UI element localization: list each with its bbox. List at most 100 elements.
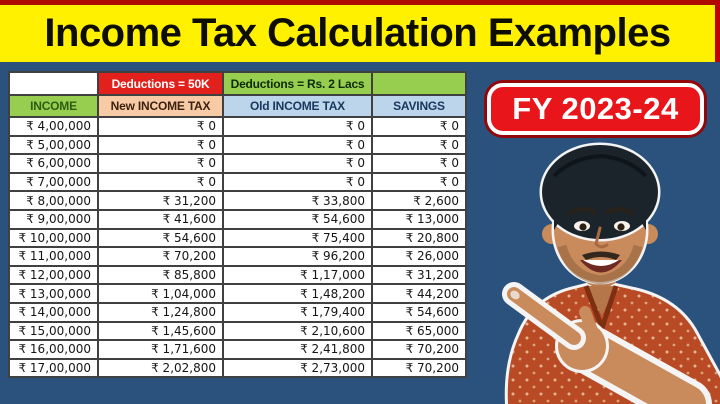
new-tax-cell: ₹ 54,600 <box>97 227 224 249</box>
old-tax-cell: ₹ 2,73,000 <box>222 357 373 379</box>
new-tax-cell: ₹ 0 <box>97 134 224 156</box>
income-cell: ₹ 4,00,000 <box>8 116 99 137</box>
savings-cell: ₹ 31,200 <box>371 264 467 286</box>
hair-texture <box>552 153 648 178</box>
fy-badge-label: FY 2023-24 <box>512 91 679 126</box>
savings-cell: ₹ 70,200 <box>371 357 467 379</box>
savings-cell: ₹ 26,000 <box>371 246 467 267</box>
old-tax-cell: ₹ 75,400 <box>222 227 373 249</box>
table-row: ₹ 4,00,000 ₹ 0 ₹ 0 ₹ 0 <box>8 116 467 137</box>
teeth <box>583 260 619 266</box>
eyebrow-right <box>605 206 635 216</box>
title-banner: Income Tax Calculation Examples <box>0 0 720 62</box>
income-cell: ₹ 12,00,000 <box>8 264 99 286</box>
old-tax-column-header: Old INCOME TAX <box>222 94 373 118</box>
new-tax-cell: ₹ 0 <box>97 153 224 174</box>
new-tax-cell: ₹ 0 <box>97 116 224 137</box>
income-cell: ₹ 17,00,000 <box>8 357 99 379</box>
savings-cell: ₹ 2,600 <box>371 190 467 211</box>
tax-table: Deductions = 50K Deductions = Rs. 2 Lacs… <box>8 71 467 379</box>
new-tax-cell: ₹ 85,800 <box>97 264 224 286</box>
pupil-left <box>579 223 587 231</box>
income-cell: ₹ 5,00,000 <box>8 134 99 156</box>
eyebrow-left <box>567 206 597 216</box>
new-tax-cell: ₹ 41,600 <box>97 208 224 230</box>
table-row: ₹ 7,00,000 ₹ 0 ₹ 0 ₹ 0 <box>8 171 467 193</box>
new-tax-cell: ₹ 1,04,000 <box>97 283 224 304</box>
fingernail <box>510 290 520 300</box>
savings-cell: ₹ 0 <box>371 134 467 156</box>
old-tax-cell: ₹ 1,17,000 <box>222 264 373 286</box>
income-cell: ₹ 10,00,000 <box>8 227 99 249</box>
income-cell: ₹ 11,00,000 <box>8 246 99 267</box>
income-cell: ₹ 8,00,000 <box>8 190 99 211</box>
table-row: ₹ 5,00,000 ₹ 0 ₹ 0 ₹ 0 <box>8 134 467 156</box>
savings-cell: ₹ 20,800 <box>371 227 467 249</box>
savings-cell: ₹ 65,000 <box>371 320 467 342</box>
table-row: ₹ 12,00,000 ₹ 85,800 ₹ 1,17,000 ₹ 31,200 <box>8 264 467 286</box>
old-tax-cell: ₹ 1,79,400 <box>222 301 373 323</box>
table-row: ₹ 15,00,000 ₹ 1,45,600 ₹ 2,10,600 ₹ 65,000 <box>8 320 467 342</box>
new-tax-cell: ₹ 0 <box>97 171 224 193</box>
collar-left <box>583 285 605 329</box>
new-tax-cell: ₹ 2,02,800 <box>97 357 224 379</box>
old-tax-cell: ₹ 2,41,800 <box>222 339 373 360</box>
old-tax-cell: ₹ 33,800 <box>222 190 373 211</box>
old-tax-cell: ₹ 0 <box>222 134 373 156</box>
savings-cell: ₹ 0 <box>371 153 467 174</box>
blank-header-cell <box>8 71 99 96</box>
savings-cell: ₹ 54,600 <box>371 301 467 323</box>
income-cell: ₹ 9,00,000 <box>8 208 99 230</box>
new-tax-cell: ₹ 70,200 <box>97 246 224 267</box>
chest <box>586 286 616 316</box>
old-tax-cell: ₹ 0 <box>222 171 373 193</box>
table-row: ₹ 13,00,000 ₹ 1,04,000 ₹ 1,48,200 ₹ 44,200 <box>8 283 467 304</box>
hair <box>539 142 661 242</box>
income-column-header: INCOME <box>8 94 99 118</box>
table-row: ₹ 10,00,000 ₹ 54,600 ₹ 75,400 ₹ 20,800 <box>8 227 467 249</box>
new-regime-deduction-header: Deductions = 50K <box>97 71 224 96</box>
income-cell: ₹ 16,00,000 <box>8 339 99 360</box>
old-tax-cell: ₹ 1,48,200 <box>222 283 373 304</box>
collar-right <box>599 285 619 329</box>
table-row: ₹ 16,00,000 ₹ 1,71,600 ₹ 2,41,800 ₹ 70,200 <box>8 339 467 360</box>
savings-cell: ₹ 44,200 <box>371 283 467 304</box>
savings-cell: ₹ 13,000 <box>371 208 467 230</box>
new-tax-cell: ₹ 1,71,600 <box>97 339 224 360</box>
income-cell: ₹ 14,00,000 <box>8 301 99 323</box>
beard-shadow <box>557 244 643 285</box>
new-tax-cell: ₹ 1,45,600 <box>97 320 224 342</box>
table-row: ₹ 11,00,000 ₹ 70,200 ₹ 96,200 ₹ 26,000 <box>8 246 467 267</box>
mustache <box>582 251 620 260</box>
old-tax-cell: ₹ 2,10,600 <box>222 320 373 342</box>
income-cell: ₹ 7,00,000 <box>8 171 99 193</box>
income-cell: ₹ 13,00,000 <box>8 283 99 304</box>
table-row: ₹ 8,00,000 ₹ 31,200 ₹ 33,800 ₹ 2,600 <box>8 190 467 211</box>
new-tax-cell: ₹ 1,24,800 <box>97 301 224 323</box>
table-row: ₹ 6,00,000 ₹ 0 ₹ 0 ₹ 0 <box>8 153 467 174</box>
hairline <box>554 194 646 230</box>
old-regime-deduction-header: Deductions = Rs. 2 Lacs <box>222 71 373 96</box>
savings-cell: ₹ 70,200 <box>371 339 467 360</box>
old-tax-cell: ₹ 96,200 <box>222 246 373 267</box>
column-header-row: INCOME New INCOME TAX Old INCOME TAX SAV… <box>8 94 467 118</box>
table-row: ₹ 9,00,000 ₹ 41,600 ₹ 54,600 ₹ 13,000 <box>8 208 467 230</box>
income-cell: ₹ 15,00,000 <box>8 320 99 342</box>
savings-column-header: SAVINGS <box>371 94 467 118</box>
old-tax-cell: ₹ 0 <box>222 116 373 137</box>
page-title: Income Tax Calculation Examples <box>44 11 671 55</box>
new-tax-column-header: New INCOME TAX <box>97 94 224 118</box>
blank-green-header-cell <box>371 71 467 96</box>
presenter-pointing-photo <box>502 142 720 404</box>
savings-cell: ₹ 0 <box>371 171 467 193</box>
deductions-header-row: Deductions = 50K Deductions = Rs. 2 Lacs <box>8 71 467 96</box>
thumb <box>579 306 600 342</box>
pupil-right <box>617 223 625 231</box>
income-cell: ₹ 6,00,000 <box>8 153 99 174</box>
table-row: ₹ 14,00,000 ₹ 1,24,800 ₹ 1,79,400 ₹ 54,600 <box>8 301 467 323</box>
new-tax-cell: ₹ 31,200 <box>97 190 224 211</box>
fy-badge: FY 2023-24 <box>487 83 704 135</box>
savings-cell: ₹ 0 <box>371 116 467 137</box>
tax-table-body: ₹ 4,00,000 ₹ 0 ₹ 0 ₹ 0 ₹ 5,00,000 ₹ 0 ₹ 0 ₹ 0 ₹ … <box>8 116 467 379</box>
